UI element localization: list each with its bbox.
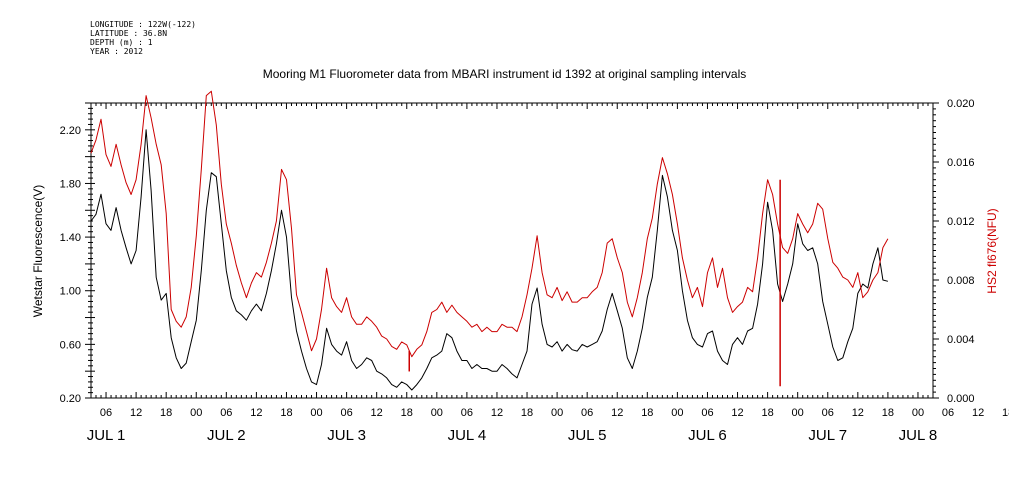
labels-group: Wetstar Fluorescence(V) HS2 fl676(NFU) 0… [31,98,1009,444]
x-hour-tick-label: 12 [852,407,864,419]
latitude-text: LATITUDE : 36.8N [90,29,168,38]
y-left-tick-label: 0.60 [60,339,81,351]
y-right-tick-label: 0.020 [947,98,975,110]
y-left-tick-label: 1.00 [60,286,81,298]
y-right-tick-label: 0.016 [947,157,975,169]
x-hour-tick-label: 00 [792,407,804,419]
x-hour-tick-label: 00 [310,407,322,419]
x-hour-tick-label: 06 [220,407,232,419]
x-hour-tick-label: 12 [371,407,383,419]
x-hour-tick-label: 12 [731,407,743,419]
year-text: YEAR : 2012 [90,47,143,56]
y-right-tick-label: 0.000 [947,393,975,405]
x-hour-tick-label: 18 [160,407,172,419]
x-day-label: JUL 4 [448,427,487,444]
x-hour-tick-label: 18 [1002,407,1009,419]
y-left-tick-label: 1.80 [60,178,81,190]
depth-text: DEPTH (m) : 1 [90,38,153,47]
x-hour-tick-label: 06 [822,407,834,419]
x-hour-tick-label: 06 [461,407,473,419]
y-left-tick-label: 2.20 [60,125,81,137]
y-left-tick-label: 0.20 [60,393,81,405]
x-hour-tick-label: 06 [100,407,112,419]
x-hour-tick-label: 18 [401,407,413,419]
longitude-text: LONGITUDE : 122W(-122) [90,20,196,29]
x-hour-tick-label: 06 [581,407,593,419]
x-hour-tick-label: 12 [611,407,623,419]
y-right-tick-label: 0.012 [947,216,975,228]
x-hour-tick-label: 18 [761,407,773,419]
x-hour-tick-label: 00 [912,407,924,419]
axes-group [85,102,939,399]
plot-frame [90,102,934,399]
right-axis-label: HS2 fl676(NFU) [985,208,999,293]
x-hour-tick-label: 06 [340,407,352,419]
hs2-series-line [90,90,889,358]
y-right-tick-label: 0.004 [947,334,975,346]
x-hour-tick-label: 00 [190,407,202,419]
x-day-label: JUL 2 [207,427,246,444]
x-hour-tick-label: 06 [701,407,713,419]
y-left-tick-label: 1.40 [60,232,81,244]
wetstar-series-line [90,129,889,391]
x-hour-tick-label: 12 [972,407,984,419]
x-hour-tick-label: 00 [551,407,563,419]
series-group [90,90,889,391]
x-day-label: JUL 1 [87,427,126,444]
x-day-label: JUL 5 [568,427,607,444]
x-hour-tick-label: 12 [491,407,503,419]
x-day-label: JUL 3 [327,427,366,444]
x-hour-tick-label: 00 [671,407,683,419]
y-right-tick-label: 0.008 [947,275,975,287]
x-hour-tick-label: 18 [641,407,653,419]
x-day-label: JUL 6 [688,427,727,444]
x-hour-tick-label: 12 [130,407,142,419]
chart-title: Mooring M1 Fluorometer data from MBARI i… [262,67,747,81]
x-hour-tick-label: 18 [280,407,292,419]
x-day-label: JUL 7 [808,427,847,444]
x-hour-tick-label: 06 [942,407,954,419]
x-day-label: JUL 8 [899,427,938,444]
x-hour-tick-label: 18 [882,407,894,419]
x-hour-tick-label: 12 [250,407,262,419]
metadata-block: LONGITUDE : 122W(-122) LATITUDE : 36.8N … [90,20,196,56]
x-hour-tick-label: 00 [431,407,443,419]
left-axis-label: Wetstar Fluorescence(V) [31,185,45,318]
x-hour-tick-label: 18 [521,407,533,419]
